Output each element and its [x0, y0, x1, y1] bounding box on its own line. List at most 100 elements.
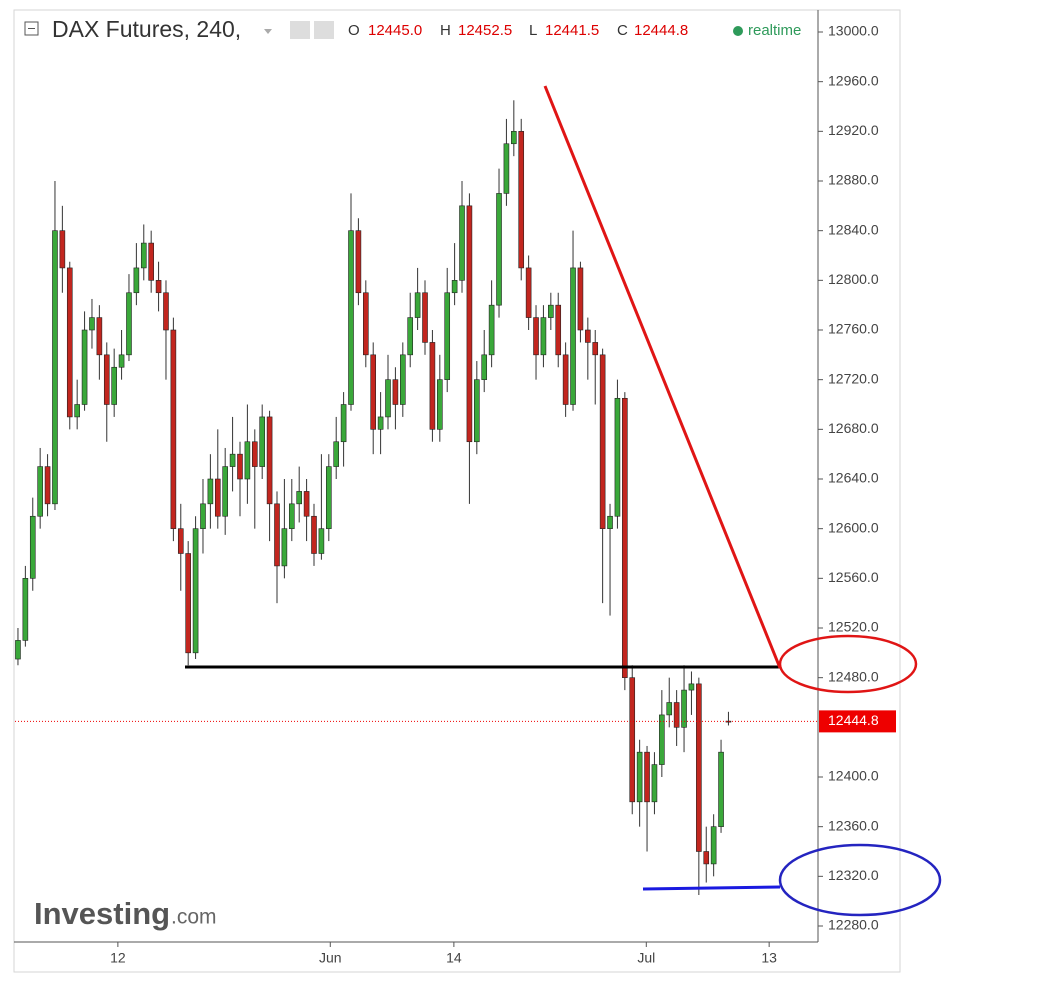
candle-body	[29, 515, 36, 579]
ohlc-key: C	[617, 22, 628, 39]
candle-body	[229, 453, 236, 467]
gear-icon[interactable]	[314, 21, 334, 39]
candle-body	[133, 267, 140, 294]
candle-body	[459, 205, 465, 281]
ohlc-key: H	[440, 22, 451, 39]
candle-body	[392, 379, 399, 405]
candle-body	[311, 515, 317, 554]
candle-body	[636, 751, 643, 803]
candle-body	[696, 683, 702, 852]
chart-frame	[13, 9, 901, 973]
watermark-suffix: .com	[171, 906, 217, 929]
trend-line	[543, 85, 782, 669]
candle-body	[437, 379, 443, 430]
candle-body	[237, 453, 243, 480]
candle-body	[673, 702, 680, 728]
candle-body	[244, 441, 251, 480]
y-tick-label: 12400.0	[828, 768, 879, 784]
y-tick-label: 12720.0	[828, 370, 879, 386]
interval-dropdown[interactable]	[264, 29, 272, 34]
candle-body	[118, 354, 125, 368]
candle-body	[518, 131, 525, 269]
watermark-brand: Investing	[34, 896, 170, 931]
candle-body	[570, 267, 576, 405]
y-tick-label: 12320.0	[828, 867, 879, 883]
candle-body	[44, 466, 51, 505]
candle-body	[577, 267, 584, 331]
candle-body	[533, 317, 539, 356]
candle-body	[348, 230, 354, 405]
settings-icon[interactable]	[290, 21, 310, 39]
candle-body	[466, 205, 473, 443]
candle-body	[599, 354, 606, 529]
candle-body	[325, 466, 332, 529]
candle-body	[710, 826, 717, 865]
y-tick-label: 12960.0	[828, 72, 879, 88]
candle-body	[318, 528, 325, 554]
candle-body	[414, 292, 421, 318]
candle-body	[703, 851, 710, 865]
candle-body	[400, 354, 406, 405]
ohlc-value: 12452.5	[458, 22, 512, 39]
candle-body	[503, 143, 510, 194]
status-dot	[733, 26, 743, 36]
candle-body	[681, 689, 687, 728]
candle-body	[451, 280, 458, 294]
x-tick-label: 12	[110, 950, 126, 966]
candle-body	[37, 466, 43, 517]
y-tick-label: 12840.0	[828, 221, 879, 237]
candle-body	[355, 230, 362, 294]
candle-body	[111, 366, 117, 405]
candle-body	[370, 354, 377, 430]
candle-body	[222, 466, 228, 517]
ohlc-value: 12444.8	[634, 22, 688, 39]
candle-body	[170, 329, 177, 529]
candle-body	[644, 751, 650, 803]
y-tick-label: 12520.0	[828, 619, 879, 635]
candle-body	[259, 416, 265, 467]
candle-body	[52, 230, 58, 505]
candle-body	[140, 242, 147, 269]
candle-body	[192, 528, 199, 654]
candle-body	[177, 528, 184, 554]
candle-body	[548, 304, 554, 318]
candle-body	[511, 131, 517, 145]
y-tick-label: 12360.0	[828, 817, 879, 833]
x-tick-label: Jul	[637, 950, 655, 966]
candle-body	[266, 416, 273, 505]
candle-body	[562, 354, 569, 405]
candle-body	[488, 304, 495, 356]
candle-body	[288, 503, 295, 529]
y-tick-label: 12600.0	[828, 519, 879, 535]
candle-body	[148, 242, 154, 281]
candle-body	[385, 379, 391, 418]
y-tick-label: 12280.0	[828, 917, 879, 933]
candle-body	[214, 478, 221, 517]
candle-body	[377, 416, 384, 430]
last-price-label: 12444.8	[828, 712, 879, 728]
candle-body	[422, 292, 428, 343]
candle-body	[540, 317, 547, 356]
candle-body	[651, 764, 658, 803]
ohlc-value: 12441.5	[545, 22, 599, 39]
y-tick-label: 12920.0	[828, 122, 879, 138]
candle-body	[622, 397, 628, 678]
y-tick-label: 12880.0	[828, 172, 879, 188]
candle-body	[585, 329, 591, 343]
candle-body	[688, 683, 695, 691]
candle-body	[718, 751, 724, 827]
candle-body	[66, 267, 73, 418]
candle-body	[333, 441, 340, 467]
candle-body	[296, 491, 302, 505]
candle-body	[74, 404, 80, 418]
candle-body	[363, 292, 369, 356]
ohlc-value: 12445.0	[368, 22, 422, 39]
red-circle	[778, 634, 918, 694]
candle-body	[525, 267, 532, 318]
y-tick-label: 12480.0	[828, 668, 879, 684]
candle-body	[303, 491, 310, 517]
candle-body	[474, 379, 480, 443]
blue-circle	[778, 843, 942, 917]
last-price-box	[819, 710, 896, 733]
